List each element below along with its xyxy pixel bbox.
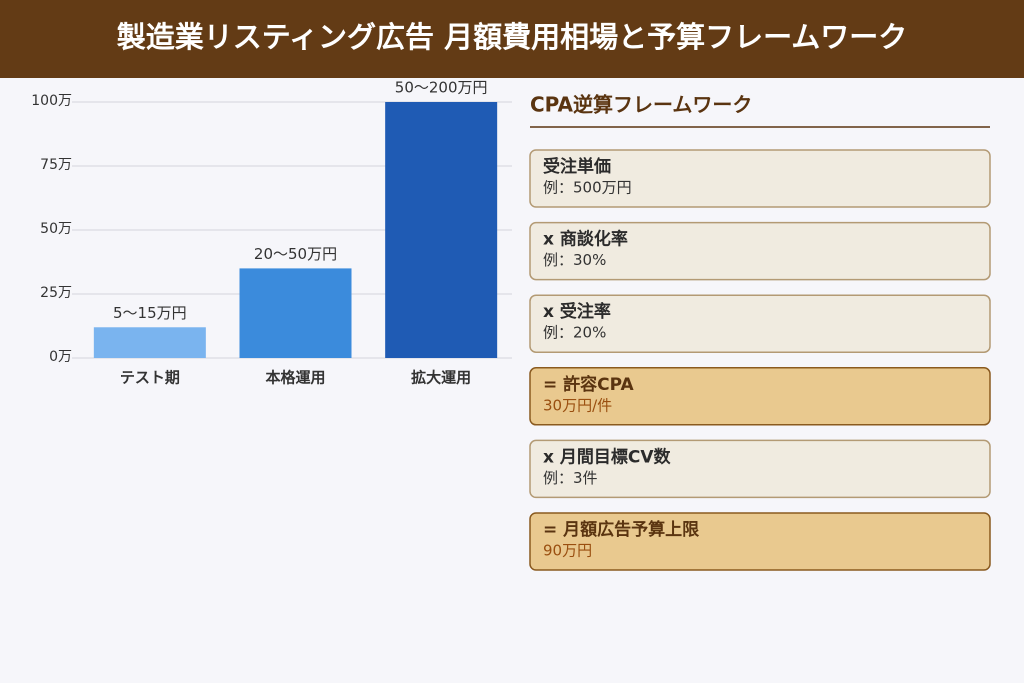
highlight-box xyxy=(529,512,991,571)
value-label: 5〜15万円 xyxy=(113,304,187,322)
step-title: x 受注率 xyxy=(543,301,611,322)
step-title: = 許容CPA xyxy=(543,374,635,395)
step-detail: 30万円/件 xyxy=(543,396,612,414)
step-box xyxy=(529,439,991,499)
step-detail: 90万円 xyxy=(543,542,592,560)
x-tick-label: 本格運用 xyxy=(265,369,325,387)
header-bar xyxy=(0,0,1024,78)
x-tick-label: テスト期 xyxy=(120,369,180,387)
step-detail: 例：3件 xyxy=(543,469,598,487)
step-box xyxy=(529,221,991,281)
bar xyxy=(239,268,352,358)
y-tick-label: 100万 xyxy=(31,93,72,109)
page-title: 製造業リスティング広告 月額費用相場と予算フレームワーク xyxy=(117,20,908,54)
bar xyxy=(93,327,206,358)
step-box xyxy=(529,149,991,208)
step-detail: 例：20% xyxy=(543,324,606,342)
x-tick-label: 拡大運用 xyxy=(411,369,471,387)
y-tick-label: 75万 xyxy=(40,157,72,173)
step-title: = 月額広告予算上限 xyxy=(543,519,699,540)
y-tick-label: 0万 xyxy=(49,349,72,365)
step-detail: 例：500万円 xyxy=(543,179,632,197)
step-title: x 月間目標CV数 xyxy=(543,446,672,467)
bar xyxy=(385,102,498,358)
value-label: 50〜200万円 xyxy=(395,79,488,97)
step-title: 受注単価 xyxy=(543,156,611,177)
highlight-box xyxy=(529,367,991,426)
y-tick-label: 25万 xyxy=(40,285,72,301)
step-detail: 例：30% xyxy=(543,251,606,269)
framework-title: CPA逆算フレームワーク xyxy=(530,93,752,117)
value-label: 20〜50万円 xyxy=(254,245,337,263)
y-tick-label: 50万 xyxy=(40,221,72,237)
step-box xyxy=(529,294,991,353)
step-title: x 商談化率 xyxy=(543,229,628,250)
